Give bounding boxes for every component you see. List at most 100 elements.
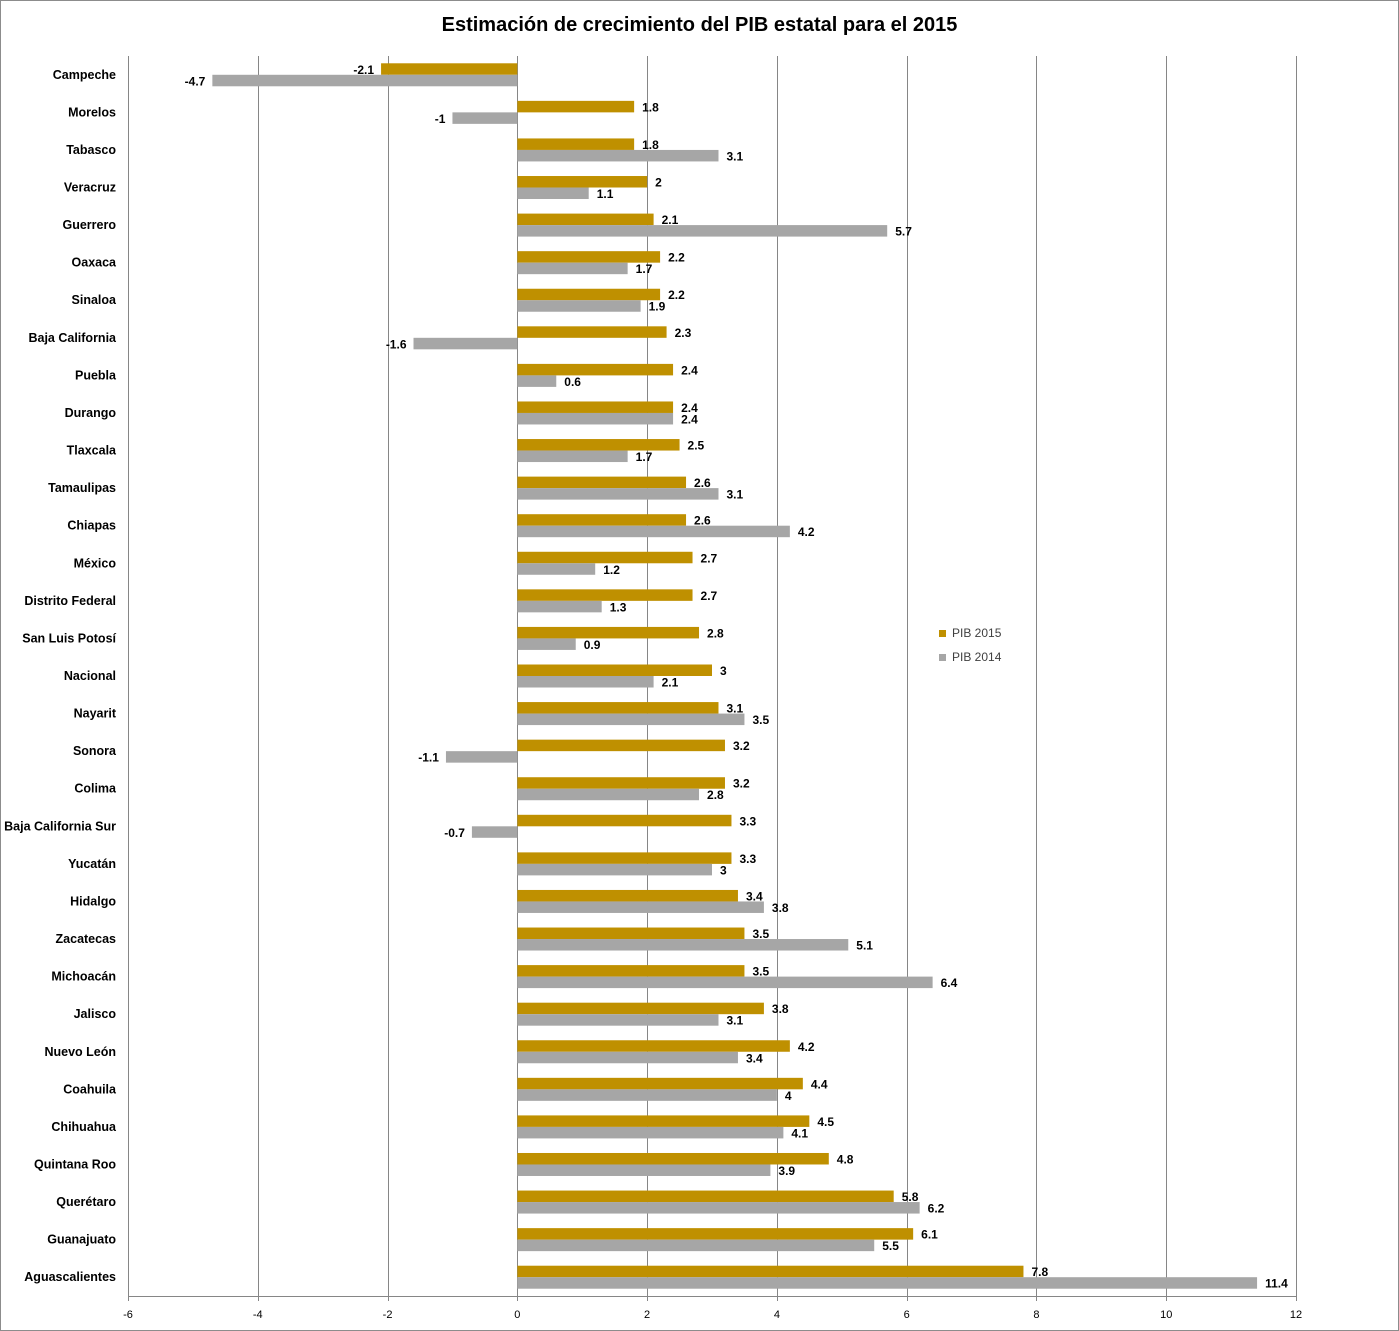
bar-pib-2014 [517,713,745,726]
data-label: 3.5 [752,927,769,941]
bar-pib-2014 [517,1051,738,1064]
bar-pib-2015 [517,551,693,564]
bar-pib-2014 [517,149,719,162]
category-label: Querétaro [56,1195,116,1209]
category-label: Distrito Federal [24,594,116,608]
legend-item-pib-2014: PIB 2014 [939,650,1001,664]
data-label: 2.8 [707,788,724,802]
data-label: 2 [655,176,662,190]
data-label: 2.3 [675,326,692,340]
data-label: 4 [785,1089,792,1103]
x-tick-label: 6 [904,1309,910,1321]
data-label: 0.9 [584,638,601,652]
category-label: Tamaulipas [48,481,116,495]
data-label: 6.4 [941,976,958,990]
data-label: 3.3 [739,852,756,866]
bar-pib-2014 [517,863,712,876]
bar-pib-2014 [517,450,628,463]
data-label: 3.5 [752,965,769,979]
data-label: 2.1 [662,676,679,690]
data-label: 4.2 [798,1040,815,1054]
category-label: Guanajuato [47,1233,116,1247]
bar-pib-2015 [517,1077,803,1090]
bar-pib-2014 [517,563,596,575]
category-label: Morelos [68,105,116,119]
legend-swatch-pib-2015 [939,630,946,638]
bar-pib-2014 [517,187,589,200]
bar-pib-2014 [517,375,557,387]
category-label: Veracruz [64,181,116,195]
category-label: México [74,556,117,570]
data-label: 1.8 [642,138,659,152]
category-label: Quintana Roo [34,1157,116,1171]
bar-pib-2015 [517,401,674,413]
data-label: 3.4 [746,1051,763,1065]
category-label: Sonora [73,744,117,758]
bar-pib-2014 [517,788,700,801]
data-label: 3.8 [772,901,789,915]
data-label: 4.2 [798,525,815,539]
x-tick-label: 4 [774,1309,780,1321]
data-label: 2.4 [681,401,698,415]
bar-pib-2014 [413,337,518,350]
category-label: San Luis Potosí [22,631,116,645]
category-label: Colima [74,782,117,796]
legend-item-pib-2015: PIB 2015 [939,626,1001,640]
bar-pib-2015 [381,63,518,75]
bar-pib-2015 [517,138,635,150]
bar-pib-2015 [517,1190,894,1203]
data-label: 1.3 [610,600,627,614]
bar-pib-2014 [517,412,674,425]
data-label: 1.9 [649,300,666,314]
bar-pib-2015 [517,363,674,376]
bar-pib-2015 [517,213,654,226]
data-label: -1.6 [386,337,407,351]
data-label: 7.8 [1031,1265,1048,1279]
bar-pib-2015 [517,852,732,864]
bar-pib-2014 [517,225,888,237]
bar-pib-2014 [212,74,518,87]
data-label: -0.7 [444,826,465,840]
data-label: 3.2 [733,777,750,791]
bar-pib-2014 [517,1126,784,1139]
bar-pib-2015 [517,1265,1024,1278]
data-label: -2.1 [353,63,374,77]
x-tick-label: 12 [1290,1309,1302,1321]
bar-pib-2015 [517,476,687,489]
category-label: Hidalgo [70,894,116,908]
data-label: 11.4 [1265,1277,1288,1291]
data-label: 2.5 [688,439,705,453]
x-tick-label: 8 [1033,1309,1039,1321]
category-label: Aguascalientes [24,1270,116,1284]
bar-pib-2015 [517,288,661,301]
data-label: 3.9 [778,1164,795,1178]
data-label: -4.7 [185,74,206,88]
data-label: 3.3 [739,814,756,828]
data-label: 2.1 [662,213,679,227]
data-label: 3.4 [746,889,763,903]
data-label: 3.1 [726,702,743,716]
category-label: Chihuahua [51,1120,117,1134]
data-label: 6.2 [928,1202,945,1216]
data-label: 4.8 [837,1152,854,1166]
bar-pib-2015 [517,326,667,338]
bar-pib-2015 [517,100,635,113]
bar-pib-2015 [517,739,725,752]
legend-label-pib-2015: PIB 2015 [952,626,1002,640]
data-label: 2.7 [701,551,718,565]
data-label: 3.1 [726,488,743,502]
legend-label-pib-2014: PIB 2014 [952,650,1002,664]
category-label: Campeche [53,68,116,82]
data-label: 2.6 [694,514,711,528]
bar-pib-2015 [517,439,680,451]
data-label: -1 [435,112,446,126]
chart-title: Estimación de crecimiento del PIB estata… [441,14,958,36]
bar-pib-2015 [517,927,745,940]
bar-pib-2015 [517,1152,829,1165]
category-label: Yucatán [68,857,116,871]
bar-pib-2015 [517,814,732,827]
category-label: Coahuila [63,1082,117,1096]
data-label: 2.4 [681,412,698,426]
data-label: 3.1 [726,149,743,163]
category-label: Sinaloa [72,293,118,307]
